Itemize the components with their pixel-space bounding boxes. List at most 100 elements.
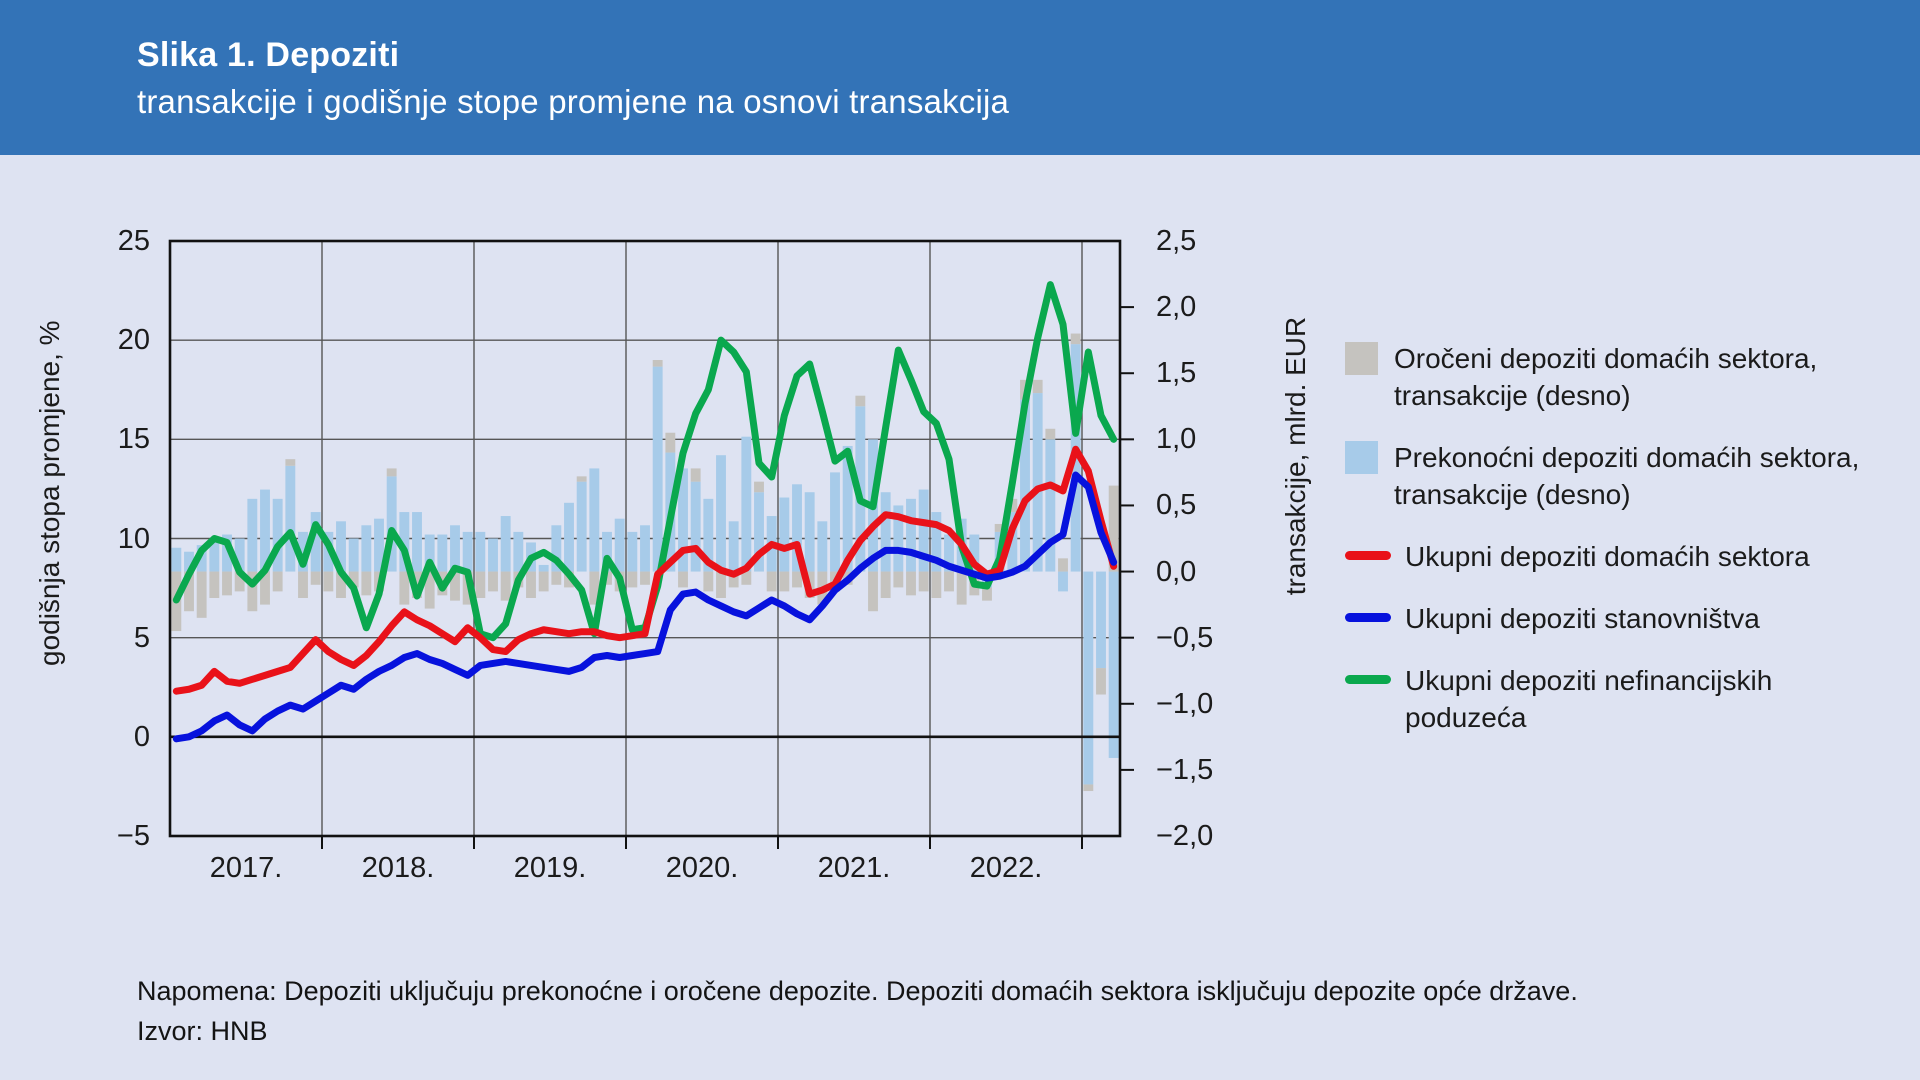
year-label: 2018. [361, 852, 435, 884]
time-deposits-bar [1007, 498, 1018, 513]
time-deposits-bar [665, 432, 676, 453]
overnight-deposits-bar [703, 498, 714, 572]
legend-label: Prekonoćni depoziti domaćih sektora, tran… [1394, 442, 1860, 510]
overnight-deposits-bar [1108, 571, 1119, 758]
overnight-deposits-bar [551, 525, 562, 572]
time-deposits-bar [336, 571, 346, 598]
legend-label: Ukupni depoziti nefinancijskih poduzeća [1405, 665, 1773, 733]
time-deposits-bar [703, 571, 714, 592]
left-tick-label: −5 [116, 820, 150, 852]
time-deposits-bar [918, 571, 929, 592]
overnight-deposits-bar [386, 476, 397, 572]
time-deposits-bar [323, 571, 334, 592]
overnight-deposits-bar [589, 468, 600, 572]
time-deposits-bar [538, 571, 549, 592]
right-tick-label: 0,0 [1156, 555, 1197, 588]
overnight-deposits-bar [171, 547, 182, 572]
overnight-deposits-bar [627, 531, 638, 572]
overnight-deposits-bar [348, 538, 359, 572]
overnight-deposits-bar [678, 468, 688, 572]
figure-note: Napomena: Depoziti uključuju prekonoćne … [137, 976, 1578, 1006]
line-ukupni-depoziti-doma-ih-sektora [172, 445, 1118, 695]
year-label: 2020. [665, 852, 739, 884]
right-tick-label: 0,5 [1156, 489, 1197, 522]
legend-swatch-icon [1345, 675, 1391, 684]
overnight-deposits-bar [1020, 399, 1030, 572]
overnight-deposits-bar [374, 518, 384, 572]
left-tick-label: 25 [117, 225, 150, 257]
overnight-deposits-bar [792, 484, 802, 572]
legend-swatch-icon [1345, 551, 1391, 560]
time-deposits-bar [551, 571, 562, 585]
legend-item: Oročeni depoziti domaćih sektora, transak… [1345, 340, 1910, 414]
time-deposits-bar [931, 571, 942, 598]
time-deposits-bar [627, 571, 638, 588]
overnight-deposits-bar [576, 481, 587, 572]
overnight-deposits-bar [716, 455, 726, 572]
overnight-deposits-bar [272, 498, 283, 572]
line-ukupni-depoziti-stanovni-tva [172, 471, 1118, 743]
time-deposits-bar [944, 571, 954, 592]
figure-title: Slika 1. Depoziti [137, 36, 400, 74]
time-deposits-bar [1108, 485, 1119, 572]
time-deposits-bar [488, 571, 498, 592]
time-deposits-bar [855, 395, 866, 407]
time-deposits-bar [298, 571, 308, 598]
year-label: 2021. [817, 852, 891, 884]
overnight-deposits-bar [564, 502, 574, 572]
overnight-deposits-bar [336, 521, 346, 572]
overnight-deposits-bar [969, 534, 980, 572]
time-deposits-bar [348, 571, 359, 588]
legend-item: Ukupni depoziti domaćih sektora [1345, 538, 1910, 575]
time-deposits-bar [956, 571, 967, 605]
overnight-deposits-bar [931, 512, 942, 572]
overnight-deposits-bar [880, 492, 891, 572]
overnight-deposits-bar [500, 516, 511, 572]
overnight-deposits-bar [538, 564, 549, 572]
overnight-deposits-bar [690, 481, 701, 572]
overnight-deposits-bar [640, 525, 650, 572]
overnight-deposits-bar [260, 489, 270, 572]
time-deposits-bar [678, 571, 688, 588]
time-deposits-bar [741, 571, 752, 585]
time-deposits-bar [424, 571, 435, 609]
time-deposits-bar [880, 571, 891, 598]
overnight-deposits-bar [247, 498, 258, 572]
overnight-deposits-bar [234, 538, 245, 572]
figure-header-band: Slika 1. Depoziti transakcije i godišnje… [0, 0, 1920, 155]
overnight-deposits-bar [437, 534, 448, 572]
overnight-deposits-bar [475, 531, 486, 572]
overnight-deposits-bar [741, 436, 752, 572]
time-deposits-bar [994, 523, 1005, 532]
legend-item: Ukupni depoziti nefinancijskih poduzeća [1345, 662, 1910, 736]
time-deposits-bar [260, 571, 270, 605]
legend-swatch-icon [1345, 613, 1391, 622]
time-deposits-bar [1083, 784, 1094, 792]
overnight-deposits-bar [614, 518, 625, 572]
time-deposits-bar [906, 571, 916, 596]
legend-swatch-icon [1345, 441, 1378, 474]
overnight-deposits-bar [893, 505, 904, 572]
overnight-deposits-bar [779, 497, 790, 572]
legend-label: Oročeni depoziti domaćih sektora, transak… [1394, 343, 1818, 411]
time-deposits-bar [209, 571, 220, 598]
legend-label: Ukupni depoziti domaćih sektora [1405, 541, 1810, 572]
time-deposits-bar [272, 571, 283, 592]
overnight-deposits-bar [804, 492, 815, 572]
overnight-deposits-bar [652, 366, 663, 572]
figure-source: Izvor: HNB [137, 1016, 268, 1046]
time-deposits-bar [500, 571, 511, 601]
overnight-deposits-bar [285, 465, 296, 572]
legend-item: Prekonoćni depoziti domaćih sektora, tran… [1345, 439, 1910, 513]
overnight-deposits-bar [399, 512, 410, 572]
right-tick-label: 1,5 [1156, 357, 1197, 390]
overnight-deposits-bar [918, 489, 929, 572]
time-deposits-bar [766, 571, 777, 592]
overnight-deposits-bar [424, 534, 435, 572]
year-label: 2022. [969, 852, 1043, 884]
overnight-deposits-bar [310, 512, 321, 572]
right-tick-label: 2,0 [1156, 291, 1197, 324]
left-tick-label: 15 [117, 423, 150, 456]
year-label: 2017. [209, 852, 283, 884]
